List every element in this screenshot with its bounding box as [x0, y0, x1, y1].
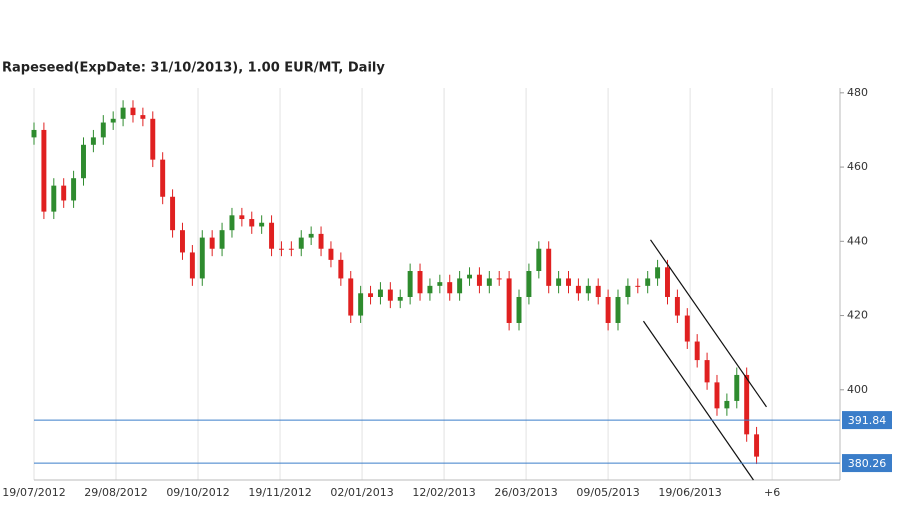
candle-body — [179, 230, 185, 253]
candle-body — [288, 248, 294, 250]
candle-body — [71, 178, 77, 201]
candle-body — [160, 159, 166, 197]
candle-body — [189, 252, 195, 279]
candle-body — [575, 285, 581, 294]
candle-body — [536, 248, 542, 272]
x-tick-label: 19/11/2012 — [248, 486, 311, 499]
candle-body — [595, 285, 601, 297]
candle-body — [387, 289, 393, 301]
candle-body — [249, 219, 255, 227]
candle-body — [318, 233, 324, 249]
candle-body — [496, 278, 502, 280]
candle-body — [259, 222, 265, 227]
candle-body — [219, 230, 225, 249]
candle-body — [308, 233, 314, 238]
x-tick-label: 26/03/2013 — [494, 486, 557, 499]
candle-body — [130, 107, 136, 116]
chart-title: Rapeseed(ExpDate: 31/10/2013), 1.00 EUR/… — [2, 61, 385, 76]
candle-body — [486, 278, 492, 286]
candle-body — [328, 248, 334, 260]
price-label-box — [842, 411, 892, 430]
candle-body — [506, 278, 512, 323]
y-tick-label: 400 — [847, 383, 868, 396]
candle-body — [526, 271, 532, 297]
candle-body — [338, 259, 344, 279]
candle-body — [397, 296, 403, 301]
x-tick-label: 19/06/2013 — [658, 486, 721, 499]
candle-body — [298, 237, 304, 249]
candle-body — [556, 278, 562, 286]
candle-body — [348, 278, 354, 316]
candle-body — [170, 196, 176, 231]
candle-body — [734, 374, 740, 401]
candle-body — [407, 271, 413, 297]
candle-body — [41, 129, 47, 212]
candle-body — [665, 267, 670, 297]
candle-body — [754, 434, 760, 457]
y-tick-label: 480 — [847, 86, 868, 99]
candle-body — [150, 118, 156, 160]
x-tick-label: 09/05/2013 — [576, 486, 639, 499]
candle-body — [744, 374, 750, 435]
candle-body — [90, 137, 96, 145]
x-tick-label: +6 — [764, 486, 780, 499]
candle-body — [585, 285, 591, 294]
candle-body — [140, 115, 146, 119]
trend-line — [650, 239, 767, 408]
candle-body — [476, 274, 482, 286]
candle-body — [674, 296, 680, 316]
candle-body — [100, 122, 106, 138]
candle-body — [110, 118, 116, 123]
x-tick-label: 02/01/2013 — [330, 486, 393, 499]
candle-body — [269, 222, 275, 249]
candle-body — [457, 278, 463, 294]
candle-body — [209, 237, 215, 249]
candle-body — [358, 293, 364, 316]
candle-body — [377, 289, 383, 297]
candle-body — [655, 267, 661, 279]
candle-body — [51, 185, 57, 212]
candle-body — [635, 285, 641, 287]
candle-body — [625, 285, 631, 297]
candle-body — [278, 248, 284, 250]
candle-body — [694, 341, 700, 361]
candle-body — [447, 282, 453, 294]
candle-body — [566, 278, 571, 286]
y-tick-label: 460 — [847, 160, 868, 173]
price-label: 380.26 — [848, 457, 887, 470]
candle-body — [467, 274, 472, 279]
candle-body — [684, 315, 690, 342]
candle-body — [417, 271, 423, 294]
candle-body — [120, 107, 126, 119]
y-tick-label: 440 — [847, 234, 868, 247]
candle-body — [368, 293, 374, 297]
price-label-box — [842, 454, 892, 473]
candle-body — [714, 382, 720, 409]
candle-body — [199, 237, 205, 279]
x-tick-label: 19/07/2012 — [2, 486, 65, 499]
candle-body — [645, 278, 651, 286]
x-tick-label: 29/08/2012 — [84, 486, 147, 499]
candle-body — [31, 129, 37, 138]
candle-body — [615, 296, 621, 323]
candle-body — [605, 296, 611, 323]
candle-body — [229, 215, 235, 231]
candle-body — [239, 215, 245, 220]
candle-body — [61, 185, 67, 201]
x-tick-label: 09/10/2012 — [166, 486, 229, 499]
candle-body — [81, 144, 86, 179]
y-tick-label: 420 — [847, 309, 868, 322]
candle-body — [546, 248, 552, 286]
candle-body — [516, 296, 522, 323]
candle-body — [427, 285, 433, 294]
trend-line — [642, 320, 754, 481]
x-tick-label: 12/02/2013 — [412, 486, 475, 499]
candle-body — [437, 282, 443, 286]
price-label: 391.84 — [848, 414, 887, 427]
candle-body — [704, 360, 710, 383]
candle-body — [724, 400, 730, 409]
